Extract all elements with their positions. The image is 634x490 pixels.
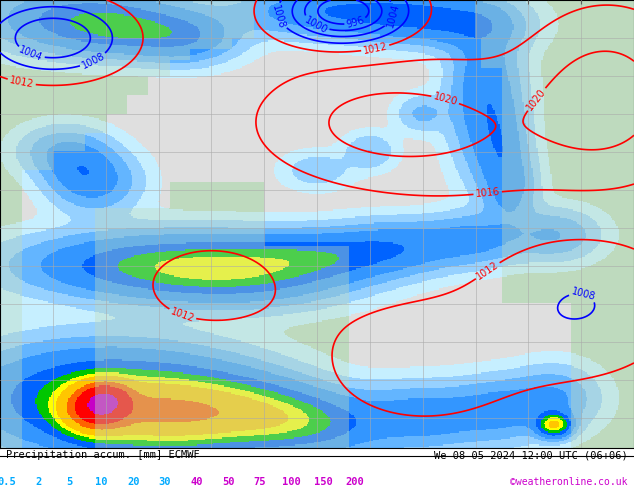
Text: 30: 30 xyxy=(158,477,171,487)
Text: 0.5: 0.5 xyxy=(0,477,16,487)
Text: 20: 20 xyxy=(127,477,139,487)
Text: 100: 100 xyxy=(282,477,301,487)
Text: 50: 50 xyxy=(222,477,235,487)
Text: 1004: 1004 xyxy=(18,45,44,63)
Text: 1012: 1012 xyxy=(169,306,196,324)
Text: 10: 10 xyxy=(95,477,108,487)
Text: 1016: 1016 xyxy=(475,187,500,199)
Text: Precipitation accum. [mm] ECMWF: Precipitation accum. [mm] ECMWF xyxy=(6,450,200,461)
Text: ©weatheronline.co.uk: ©weatheronline.co.uk xyxy=(510,477,628,487)
Text: 1004: 1004 xyxy=(385,2,401,28)
Text: 996: 996 xyxy=(345,15,366,30)
Text: 75: 75 xyxy=(254,477,266,487)
Text: 1012: 1012 xyxy=(475,260,501,282)
Text: 40: 40 xyxy=(190,477,203,487)
Text: We 08-05-2024 12:00 UTC (06+06): We 08-05-2024 12:00 UTC (06+06) xyxy=(434,450,628,461)
Text: 1012: 1012 xyxy=(362,41,389,56)
Text: 200: 200 xyxy=(346,477,365,487)
Text: 1008: 1008 xyxy=(570,286,596,302)
Text: 5: 5 xyxy=(67,477,73,487)
Text: 1008: 1008 xyxy=(80,51,107,71)
Text: 1008: 1008 xyxy=(270,3,287,30)
Text: 1020: 1020 xyxy=(525,87,548,112)
Text: 1000: 1000 xyxy=(303,15,329,35)
Text: 150: 150 xyxy=(314,477,333,487)
Text: 1020: 1020 xyxy=(432,92,458,107)
Text: 2: 2 xyxy=(35,477,41,487)
Text: 1012: 1012 xyxy=(8,75,35,90)
